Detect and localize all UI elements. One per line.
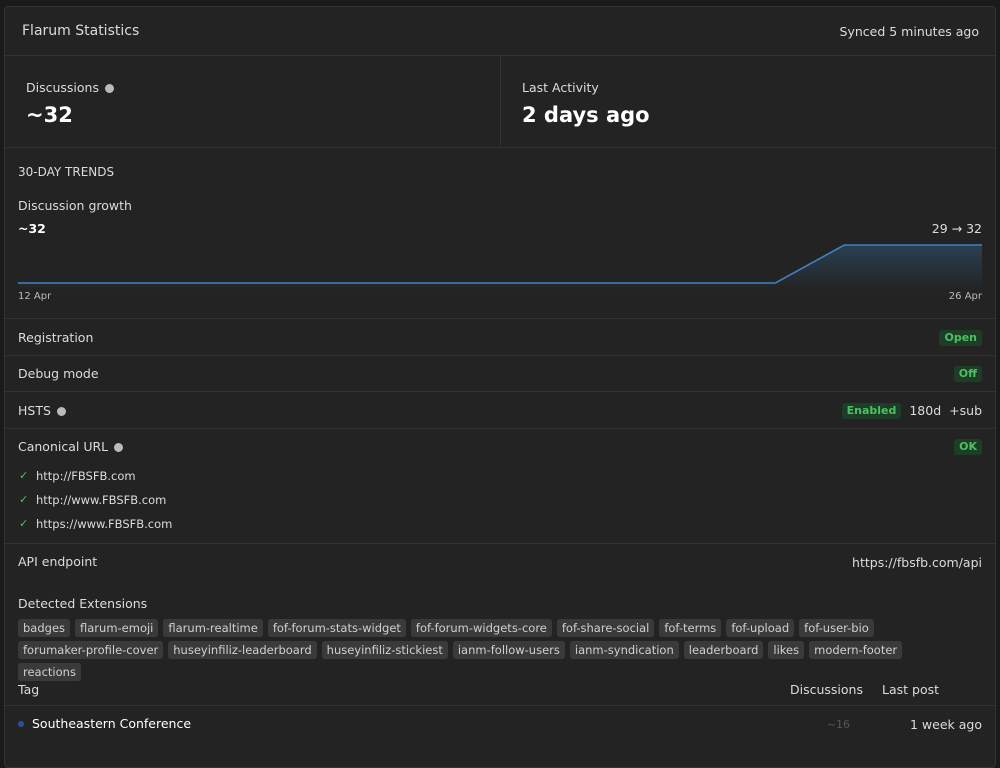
info-icon[interactable] [56,407,66,416]
extension-chip: ianm-follow-users [452,641,565,659]
hsts-extra: +sub [949,403,982,418]
tag-last-post: 1 week ago [910,717,982,732]
title: Flarum Statistics [22,23,140,39]
extension-chip: modern-footer [809,641,903,659]
trend-start: 12 Apr [18,291,52,302]
extension-chip: huseyinfiliz-leaderboard [168,641,317,659]
extension-list: badges flarum-emoji flarum-realtime fof-for… [18,619,938,681]
column-header: Discussions [790,682,863,697]
sparkline-line [18,244,982,284]
setting-label: HSTS [18,402,66,420]
canonical-url: https://www.FBSFB.com [36,517,173,531]
check-icon: ✓ [19,517,29,530]
status-badge: Enabled [841,403,902,419]
tag-dot [18,721,24,727]
extension-chip: fof-user-bio [799,619,874,637]
extension-chip: fof-share-social [556,619,655,637]
canonical-url: http://FBSFB.com [36,469,136,483]
stat-label-text: Discussions [26,80,99,95]
stat-label: Last Activity [522,80,599,95]
sparkline [18,244,982,290]
tag-discussions: ~16 [826,718,850,731]
stat-value: ~32 [26,103,73,127]
setting-label-text: Canonical URL [18,439,109,454]
setting-label: Registration [18,330,94,345]
divider [5,147,995,148]
tag-name[interactable]: Southeastern Conference [32,716,192,731]
sync-status: Synced 5 minutes ago [839,24,979,39]
extension-chip: leaderboard [683,641,764,659]
divider [5,355,995,356]
stat-label: Discussions [26,79,114,97]
column-header: Last post [882,682,940,697]
extension-chip: fof-terms [659,619,722,637]
page: Flarum Statistics Synced 5 minutes ago D… [4,6,996,768]
extension-chip: flarum-realtime [163,619,263,637]
divider [5,543,995,544]
divider [5,705,995,706]
extension-chip: fof-forum-stats-widget [267,619,406,637]
trend-current: ~32 [18,221,46,236]
api-value: https://fbsfb.com/api [852,555,982,570]
info-icon[interactable] [105,84,114,93]
extension-chip: reactions [18,663,81,681]
check-icon: ✓ [19,469,29,482]
status-badge: Open [939,330,982,346]
extension-chip: badges [18,619,71,637]
info-icon[interactable] [114,443,124,452]
setting-label: Debug mode [18,366,99,381]
check-icon: ✓ [19,493,29,506]
stat-value: 2 days ago [522,103,650,127]
extension-chip: fof-upload [726,619,795,637]
divider [500,55,501,147]
status-badge: OK [954,439,982,455]
extension-chip: huseyinfiliz-stickiest [321,641,448,659]
hsts-extra: 180d [909,403,942,418]
status-badge: Off [953,366,982,382]
extension-chip: forumaker-profile-cover [18,641,164,659]
trend-end: 26 Apr [948,291,982,302]
extension-chip: likes [768,641,805,659]
trend-title: Discussion growth [18,198,132,213]
canonical-url: http://www.FBSFB.com [36,493,167,507]
extension-chip: flarum-emoji [75,619,159,637]
divider [5,391,995,392]
divider [5,428,995,429]
hsts-info: Enabled 180d +sub [841,402,982,420]
section-heading: 30-DAY TRENDS [18,165,115,179]
sparkline-area [18,245,982,290]
extensions-title: Detected Extensions [18,596,148,611]
extension-chip: fof-forum-widgets-core [410,619,552,637]
divider [5,318,995,319]
extension-chip: ianm-syndication [569,641,679,659]
setting-label-text: HSTS [18,403,51,418]
setting-label: Canonical URL [18,438,124,456]
api-label: API endpoint [18,554,98,569]
column-header: Tag [18,682,40,697]
trend-change: 29 → 32 [931,221,982,236]
